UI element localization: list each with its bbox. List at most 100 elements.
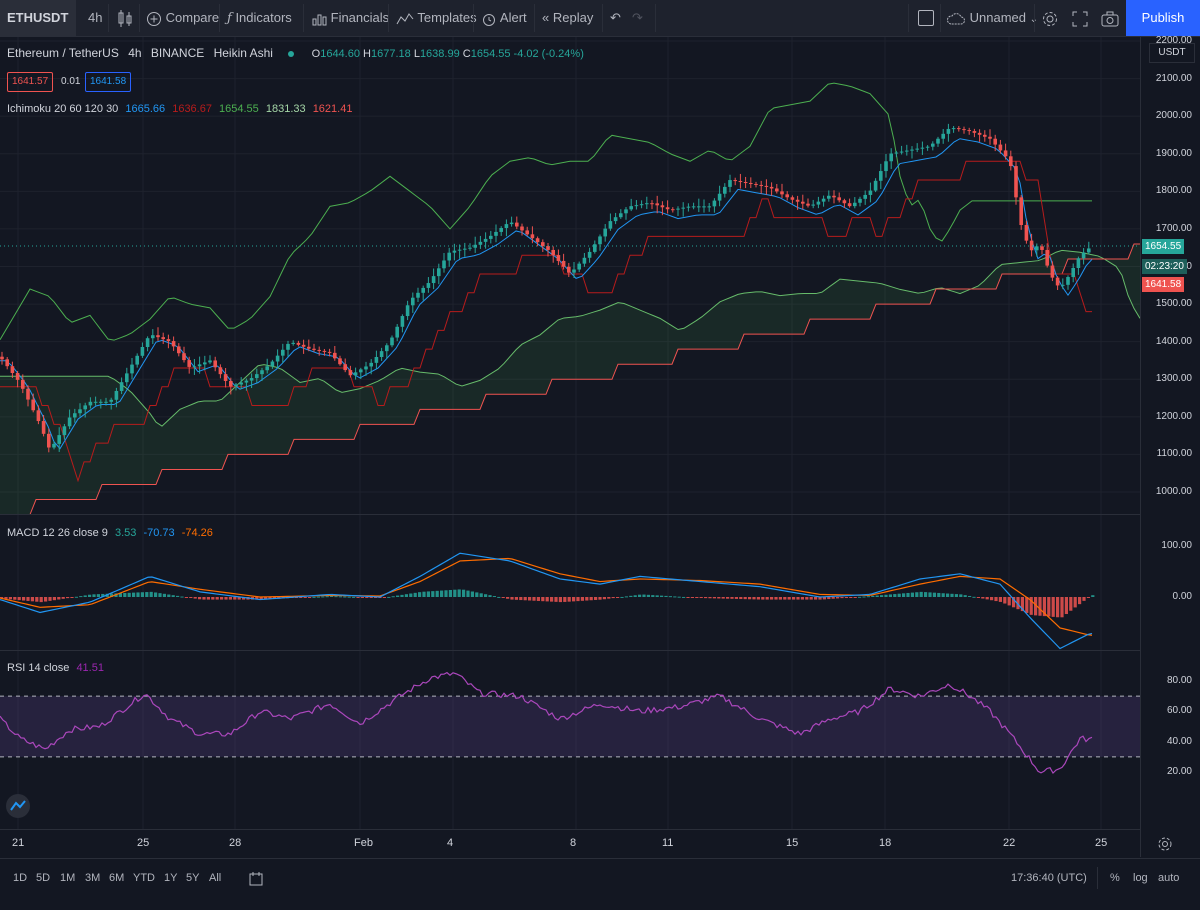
macd-histogram-bar bbox=[70, 597, 74, 598]
multi-chart-layout-checkbox[interactable] bbox=[918, 10, 934, 26]
macd-histogram-bar bbox=[202, 597, 206, 600]
symbol-label: ETHUSDT bbox=[7, 10, 69, 25]
macd-legend[interactable]: MACD 12 26 close 9 3.53 -70.73 -74.26 bbox=[7, 527, 213, 539]
ichimoku-lagging-value: 1654.55 bbox=[219, 103, 259, 115]
candle-body bbox=[473, 244, 477, 248]
macd-histogram-bar bbox=[690, 597, 694, 598]
time-axis-settings-button[interactable] bbox=[1157, 836, 1173, 852]
candle-body bbox=[359, 369, 363, 373]
sell-price-button[interactable]: 1641.57 bbox=[7, 72, 54, 92]
symbol-search-button[interactable]: ETHUSDT bbox=[0, 0, 76, 36]
candle-body bbox=[785, 194, 789, 198]
candle-body bbox=[411, 297, 415, 306]
macd-histogram-bar bbox=[228, 597, 232, 600]
auto-toggle[interactable]: auto bbox=[1158, 872, 1180, 884]
macd-histogram-bar bbox=[950, 593, 954, 597]
macd-histogram-bar bbox=[541, 597, 545, 602]
candle-body bbox=[619, 213, 623, 218]
macd-histogram-bar bbox=[1020, 597, 1024, 612]
macd-histogram-bar bbox=[558, 597, 562, 603]
snapshot-button[interactable] bbox=[1101, 0, 1119, 36]
currency-badge[interactable]: USDT bbox=[1149, 43, 1195, 63]
macd-histogram-bar bbox=[1029, 597, 1033, 615]
range-button-1d[interactable]: 1D bbox=[13, 872, 28, 884]
candle-body bbox=[686, 206, 691, 208]
macd-histogram-bar bbox=[585, 597, 589, 601]
percent-toggle[interactable]: % bbox=[1110, 872, 1120, 884]
candle-body bbox=[873, 180, 878, 191]
macd-histogram-bar bbox=[0, 597, 4, 599]
financials-button[interactable]: Financials bbox=[311, 0, 389, 36]
layout-name-button[interactable]: Unnamed ⌄ bbox=[946, 0, 1038, 36]
range-button-1y[interactable]: 1Y bbox=[164, 872, 178, 884]
templates-button[interactable]: Templates bbox=[396, 0, 477, 36]
candle-body bbox=[567, 266, 571, 273]
compare-button[interactable]: Compare bbox=[146, 0, 219, 36]
goto-date-button[interactable] bbox=[248, 871, 264, 892]
buy-price-button[interactable]: 1641.58 bbox=[85, 72, 132, 92]
templates-icon bbox=[396, 12, 414, 24]
macd-histogram-bar bbox=[8, 597, 12, 600]
rsi-line bbox=[0, 671, 1093, 774]
range-button-ytd[interactable]: YTD bbox=[133, 872, 155, 884]
macd-histogram-bar bbox=[431, 591, 435, 597]
pane-divider[interactable] bbox=[0, 514, 1200, 515]
candle-body bbox=[416, 292, 420, 298]
range-button-all[interactable]: All bbox=[209, 872, 222, 884]
candle-body bbox=[395, 326, 399, 338]
macd-histogram-bar bbox=[1042, 597, 1046, 617]
interval-button[interactable]: 4h bbox=[88, 10, 103, 25]
indicators-button[interactable]: ƒ Indicators bbox=[227, 0, 292, 36]
candle-body bbox=[62, 426, 67, 436]
chart-canvas[interactable] bbox=[0, 37, 1140, 857]
candle-body bbox=[421, 287, 425, 293]
candle-body bbox=[535, 238, 540, 243]
pane-divider[interactable] bbox=[0, 650, 1200, 651]
macd-histogram-bar bbox=[158, 593, 162, 597]
utc-clock[interactable]: 17:36:40 (UTC) bbox=[1011, 872, 1087, 884]
range-button-5d[interactable]: 5D bbox=[36, 872, 51, 884]
macd-histogram-bar bbox=[699, 597, 703, 599]
log-toggle[interactable]: log bbox=[1133, 872, 1148, 884]
price-axis[interactable]: USDT bbox=[1140, 37, 1200, 857]
range-button-3m[interactable]: 3M bbox=[85, 872, 101, 884]
range-button-6m[interactable]: 6M bbox=[109, 872, 125, 884]
candle-body bbox=[832, 195, 836, 198]
candle-body bbox=[1045, 249, 1049, 266]
rsi-legend[interactable]: RSI 14 close 41.51 bbox=[7, 662, 104, 674]
candle-body bbox=[270, 361, 275, 367]
candle-body bbox=[983, 134, 987, 137]
candle-body bbox=[1040, 246, 1044, 250]
fullscreen-button[interactable] bbox=[1072, 0, 1088, 36]
ichimoku-legend[interactable]: Ichimoku 20 60 120 30 1665.66 1636.67 16… bbox=[7, 103, 352, 115]
candle-body bbox=[551, 249, 555, 256]
redo-button[interactable]: ↷ bbox=[632, 0, 643, 36]
macd-histogram-bar bbox=[712, 597, 716, 599]
time-tick-label: 28 bbox=[229, 837, 242, 849]
publish-button[interactable]: Publish bbox=[1126, 0, 1200, 36]
settings-button[interactable] bbox=[1041, 0, 1059, 36]
alert-button[interactable]: Alert bbox=[481, 0, 527, 36]
countdown-label: 02:23:20 bbox=[1145, 261, 1184, 272]
pair-name[interactable]: Ethereum / TetherUS bbox=[7, 46, 119, 60]
macd-histogram-bar bbox=[308, 597, 312, 598]
toolbar-divider bbox=[1097, 867, 1098, 889]
macd-histogram-bar bbox=[602, 597, 606, 600]
candle-body bbox=[379, 351, 384, 358]
tradingview-logo[interactable] bbox=[6, 794, 30, 818]
range-button-1m[interactable]: 1M bbox=[60, 872, 76, 884]
macd-histogram-bar bbox=[528, 597, 532, 601]
macd-histogram-bar bbox=[457, 589, 461, 597]
macd-histogram-bar bbox=[338, 596, 342, 598]
chart-type-button[interactable] bbox=[116, 0, 134, 36]
range-button-5y[interactable]: 5Y bbox=[186, 872, 200, 884]
candle-body bbox=[468, 247, 472, 249]
undo-button[interactable]: ↶ bbox=[610, 0, 621, 36]
replay-button[interactable]: « Replay bbox=[542, 0, 593, 36]
macd-histogram-bar bbox=[932, 592, 936, 597]
macd-histogram-bar bbox=[998, 597, 1002, 602]
legend-interval: 4h bbox=[128, 46, 142, 60]
time-axis[interactable] bbox=[0, 829, 1140, 858]
macd-histogram-bar bbox=[154, 592, 158, 597]
legend-chart-style: Heikin Ashi bbox=[213, 46, 273, 60]
